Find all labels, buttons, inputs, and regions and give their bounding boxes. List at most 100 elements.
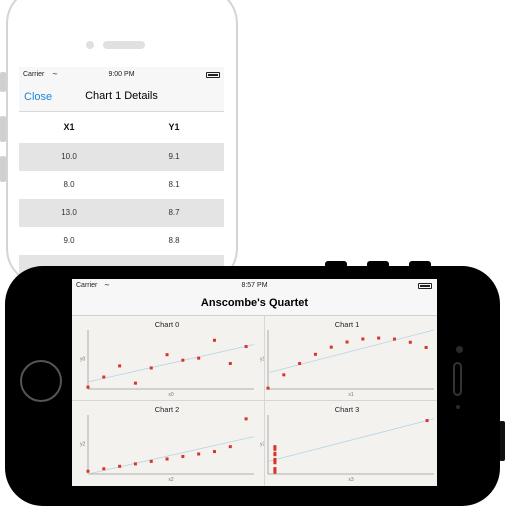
trendline (267, 418, 435, 462)
data-point (273, 470, 277, 474)
cell-x1: 10.0 (61, 152, 77, 161)
cell-y1: 8.7 (168, 208, 180, 217)
y-axis-label: y3 (260, 442, 266, 448)
earpiece-speaker (453, 362, 462, 396)
volume-up-button (325, 261, 347, 269)
table-row[interactable]: 13.0 8.7 (19, 199, 224, 227)
chart-0[interactable]: x0 y0 Chart 0 (78, 316, 256, 400)
data-point (197, 356, 201, 360)
earpiece-speaker (103, 41, 145, 49)
y-axis-label: y1 (260, 357, 266, 363)
data-point (361, 337, 365, 341)
data-point (273, 457, 277, 461)
data-point (408, 340, 412, 344)
y-axis-label: y2 (80, 442, 86, 448)
table-row[interactable]: 10.0 9.1 (19, 143, 224, 171)
data-point (228, 445, 232, 449)
data-point (165, 457, 169, 461)
data-point (298, 362, 302, 366)
navigation-bar: Close Chart 1 Details (19, 85, 224, 112)
data-point (149, 459, 153, 463)
trendline (87, 344, 255, 383)
trendline (87, 436, 255, 475)
front-camera-icon (86, 41, 94, 49)
data-point (345, 340, 349, 344)
cell-y1: 9.1 (168, 152, 180, 161)
chart-3[interactable]: x3 y3 Chart 3 (258, 401, 436, 485)
chart-1[interactable]: x1 y1 Chart 1 (258, 316, 436, 400)
scatter-plot: x0 y0 (80, 330, 255, 398)
data-point (282, 373, 286, 377)
data-point (313, 352, 317, 356)
battery-icon (206, 72, 220, 78)
scatter-plot: x1 y1 (260, 329, 435, 398)
cell-x1: 13.0 (61, 208, 77, 217)
data-point (102, 375, 106, 379)
status-time: 8:57 PM (241, 282, 268, 289)
carrier-label: Carrier (23, 71, 45, 78)
scatter-plot: x2 y2 (80, 415, 255, 483)
data-point (118, 364, 122, 368)
trendline (267, 329, 435, 374)
front-camera-icon (456, 346, 463, 353)
data-point (329, 345, 333, 349)
data-point (425, 419, 429, 423)
column-header-y1: Y1 (168, 122, 180, 132)
cell-x1: 9.0 (63, 236, 75, 245)
data-point (273, 445, 277, 449)
ringer-switch (409, 261, 431, 269)
data-point (273, 447, 277, 451)
chart-title: Chart 1 (334, 320, 360, 329)
battery-icon (418, 283, 432, 289)
scatter-plot: x3 y3 (260, 415, 435, 483)
status-bar: Carrier ∼ 8:57 PM (72, 279, 437, 293)
data-point (228, 361, 232, 365)
power-button (499, 421, 505, 461)
chart-title: Chart 3 (334, 405, 360, 414)
portrait-screen: Carrier ∼ 9:00 PM Close Chart 1 Details … (19, 67, 224, 287)
data-point (212, 338, 216, 342)
chart-title: Chart 2 (154, 405, 180, 414)
data-point (273, 461, 277, 465)
proximity-sensor (456, 405, 460, 409)
volume-down-button (0, 156, 6, 182)
x-axis-label: x2 (168, 477, 174, 483)
chart-2[interactable]: x2 y2 Chart 2 (78, 401, 256, 485)
home-button[interactable] (20, 360, 62, 402)
ringer-switch (0, 72, 6, 92)
data-point (212, 450, 216, 454)
table-row[interactable]: 8.0 8.1 (19, 171, 224, 199)
carrier-label: Carrier (76, 282, 98, 289)
data-point (86, 385, 90, 389)
data-point (165, 353, 169, 357)
x-axis-label: x1 (348, 392, 354, 398)
page-title: Anscombe's Quartet (200, 297, 309, 309)
volume-down-button (367, 261, 389, 269)
navigation-bar: Anscombe's Quartet (72, 293, 437, 316)
data-point (273, 467, 277, 471)
x-axis-label: x0 (168, 392, 174, 398)
data-point (86, 469, 90, 473)
data-point (392, 337, 396, 341)
data-point (181, 454, 185, 458)
wifi-icon: ∼ (52, 71, 58, 78)
cell-x1: 8.0 (63, 180, 75, 189)
data-point (377, 336, 381, 340)
data-point (118, 464, 122, 468)
column-header-x1: X1 (63, 122, 75, 132)
data-point (133, 381, 137, 385)
table-row[interactable]: 9.0 8.8 (19, 227, 224, 255)
data-point (424, 345, 428, 349)
chart-divider-vertical (264, 316, 265, 486)
data-point (244, 345, 248, 349)
cell-y1: 8.8 (168, 236, 180, 245)
wifi-icon: ∼ (104, 282, 110, 289)
chart-title: Chart 0 (154, 320, 180, 329)
cell-y1: 8.1 (168, 180, 180, 189)
landscape-screen: Carrier ∼ 8:57 PM Anscombe's Quartet x0 y… (72, 279, 437, 486)
close-button[interactable]: Close (24, 91, 53, 103)
table-header: X1 Y1 (19, 113, 224, 141)
y-axis-label: y0 (80, 357, 86, 363)
chart-divider-horizontal (72, 400, 437, 401)
data-point (273, 451, 277, 455)
